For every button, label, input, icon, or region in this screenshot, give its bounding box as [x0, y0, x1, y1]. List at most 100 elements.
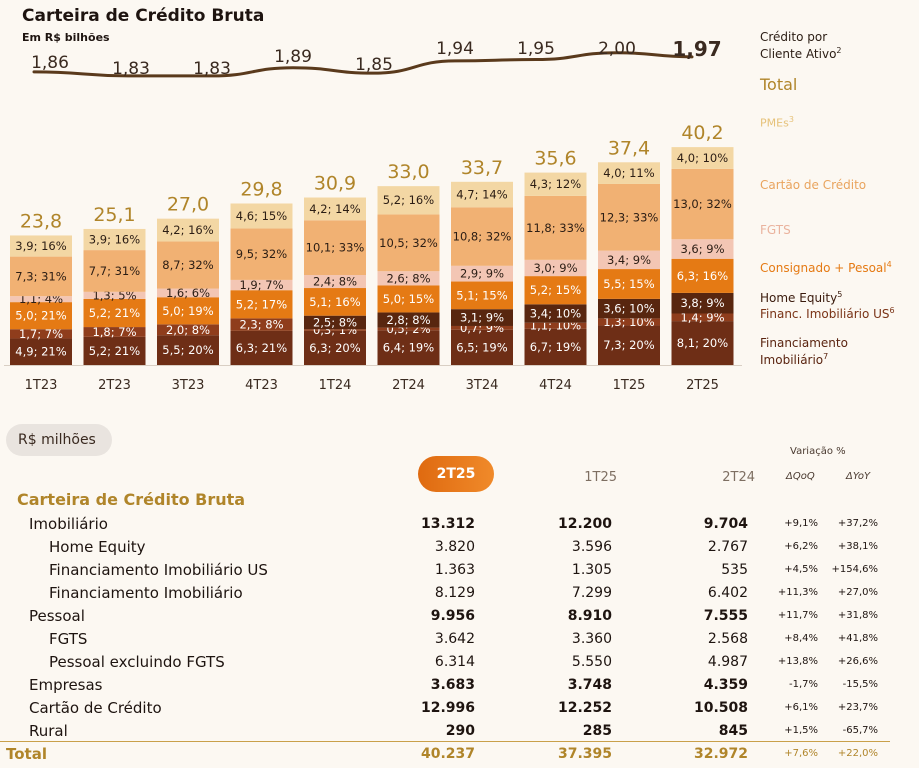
row-variation: +11,7%	[777, 610, 818, 621]
legend-text: FGTS	[760, 223, 791, 237]
bar-segment-label: 5,2; 21%	[89, 306, 140, 320]
table-row: Empresas 3.683 3.748 4.359 -1,7% -15,5%	[0, 674, 919, 697]
bar-segment	[83, 250, 146, 292]
bar-segment-label: 4,0; 10%	[677, 151, 728, 165]
column-header-qoq: ΔQoQ	[786, 471, 815, 482]
bar-segment-label: 4,2; 14%	[309, 202, 360, 216]
total-divider	[0, 741, 890, 742]
line-point-label: 1,94	[436, 39, 474, 59]
column-header-2t24: 2T24	[722, 470, 755, 485]
bar-segment-label: 2,0; 8%	[166, 323, 210, 337]
bar-segment-label: 6,4; 19%	[383, 341, 434, 355]
bar-segment-label: 1,9; 7%	[239, 278, 283, 292]
bar-segment	[451, 309, 513, 326]
bar-segment-label: 12,3; 33%	[600, 210, 659, 224]
bar-segment-label: 4,9; 21%	[15, 345, 66, 359]
bar-segment	[83, 291, 146, 299]
table-row: Home Equity 3.820 3.596 2.767 +6,2% +38,1%	[0, 536, 919, 559]
legend-item: Financiamento Imobiliário7	[760, 336, 919, 367]
bar-segment-label: 1,3; 10%	[603, 315, 654, 329]
x-tick-label: 1T25	[613, 378, 646, 393]
x-tick-label: 4T23	[245, 378, 278, 393]
row-value: 8.129	[434, 585, 475, 601]
bar-segment	[524, 276, 587, 305]
x-tick-label: 4T24	[539, 378, 572, 393]
bar-segment-label: 6,3; 20%	[309, 341, 360, 355]
bar-segment-label: 3,6; 9%	[680, 242, 724, 256]
bar-segment-label: 5,0; 15%	[383, 292, 434, 306]
row-value: 3.820	[434, 539, 475, 555]
legend-text: PMEs	[760, 116, 789, 130]
line-point-label: 1,89	[274, 47, 312, 67]
bar-segment-label: 5,2; 16%	[383, 193, 434, 207]
bar-segment	[377, 285, 440, 313]
bar-segment-label: 3,9; 16%	[15, 239, 66, 253]
x-tick-label: 3T24	[466, 378, 499, 393]
bar-segment-label: 5,5; 20%	[162, 343, 213, 357]
row-variation: +13,8%	[777, 656, 818, 667]
table-row: Financiamento Imobiliário US 1.363 1.305 53…	[0, 559, 919, 582]
row-label: Total	[6, 745, 47, 763]
line-series-credito-por-cliente	[32, 51, 694, 78]
row-value: 6.402	[707, 585, 748, 601]
bar-segment	[451, 329, 513, 365]
bar-segment	[304, 197, 366, 221]
row-label: Pessoal excluindo FGTS	[49, 653, 225, 671]
bar-segment-label: 2,8; 8%	[386, 313, 430, 327]
legend-item: Crédito por Cliente Ativo2	[760, 30, 842, 61]
bar-segment-label: 3,1; 9%	[460, 311, 504, 325]
bar-segment	[524, 195, 587, 260]
bar-segment	[10, 329, 72, 339]
bar-segment-label: 1,7; 7%	[19, 327, 63, 341]
bar-segment-label: 2,9; 9%	[460, 267, 504, 281]
bar-segment	[377, 327, 440, 331]
legend-text: Crédito por	[760, 30, 828, 44]
x-tick-label: 2T25	[686, 378, 719, 393]
column-header-yoy: ΔYoY	[846, 471, 871, 482]
variation-title: Variação %	[790, 446, 846, 457]
legend-text: Financiamento Imobiliário	[760, 336, 848, 367]
bar-segment	[377, 271, 440, 286]
legend-text: Cartão de Crédito	[760, 178, 867, 192]
legend-item: Home Equity5	[760, 288, 842, 305]
chart-title: Carteira de Crédito Bruta	[22, 6, 265, 26]
row-variation: -15,5%	[842, 679, 878, 690]
row-variation: +7,6%	[784, 748, 818, 759]
row-variation: +41,8%	[837, 633, 878, 644]
bar-segment	[304, 315, 366, 330]
bar-segment-label: 1,3; 5%	[92, 288, 136, 302]
bar-segment-label: 5,2; 15%	[530, 283, 581, 297]
row-value: 8.910	[567, 608, 612, 624]
row-variation: +6,2%	[784, 541, 818, 552]
bar-segment-label: 3,4; 9%	[607, 253, 651, 267]
bar-segment	[598, 298, 660, 319]
bar-segment	[598, 269, 660, 299]
bar-segment	[598, 183, 660, 251]
bar-segment	[157, 218, 219, 242]
legend-item: Total	[760, 77, 797, 93]
legend-text: Financ. Imobiliário US	[760, 307, 890, 321]
bar-segment-label: 4,6; 15%	[236, 209, 287, 223]
bar-segment-label: 7,3; 31%	[15, 269, 66, 283]
legend-text: Consignado + Pesoal	[760, 261, 887, 275]
row-value: 37.395	[557, 746, 612, 762]
bar-segment-label: 4,2; 16%	[162, 223, 213, 237]
bar-segment-label: 4,3; 12%	[530, 177, 581, 191]
legend-item: Financ. Imobiliário US6	[760, 304, 895, 321]
bar-segment	[451, 265, 513, 282]
row-value: 9.704	[703, 516, 748, 532]
row-value: 10.508	[693, 700, 748, 716]
row-variation: +1,5%	[784, 725, 818, 736]
row-variation: +6,1%	[784, 702, 818, 713]
bar-segment-label: 13,0; 32%	[673, 197, 732, 211]
bar-segment	[451, 181, 513, 208]
row-label: FGTS	[49, 630, 88, 648]
bar-segment	[671, 321, 734, 365]
row-variation: +27,0%	[837, 587, 878, 598]
bar-segment	[83, 336, 146, 365]
row-value: 1.305	[571, 562, 612, 578]
bar-segment	[524, 172, 587, 196]
bar-segment	[304, 220, 366, 276]
bar-segment-label: 10,8; 32%	[453, 230, 512, 244]
row-label: Financiamento Imobiliário US	[49, 561, 268, 579]
